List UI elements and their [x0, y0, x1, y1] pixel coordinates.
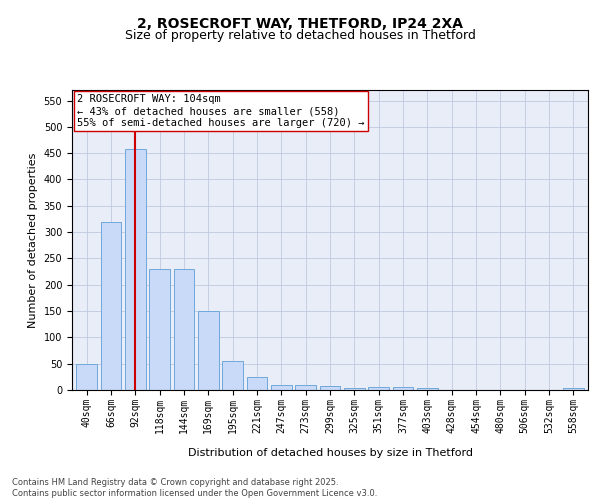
Bar	[198, 311, 218, 390]
Bar	[149, 269, 170, 390]
Bar	[125, 149, 146, 390]
Text: 2, ROSECROFT WAY, THETFORD, IP24 2XA: 2, ROSECROFT WAY, THETFORD, IP24 2XA	[137, 18, 463, 32]
Bar	[344, 388, 365, 390]
Bar	[76, 364, 97, 390]
Bar	[563, 388, 584, 390]
Text: Contains HM Land Registry data © Crown copyright and database right 2025.
Contai: Contains HM Land Registry data © Crown c…	[12, 478, 377, 498]
Y-axis label: Number of detached properties: Number of detached properties	[28, 152, 38, 328]
Bar	[271, 384, 292, 390]
Bar	[222, 361, 243, 390]
Bar	[368, 387, 389, 390]
Text: Distribution of detached houses by size in Thetford: Distribution of detached houses by size …	[187, 448, 473, 458]
Text: Size of property relative to detached houses in Thetford: Size of property relative to detached ho…	[125, 29, 475, 42]
Bar	[320, 386, 340, 390]
Bar	[101, 222, 121, 390]
Text: 2 ROSECROFT WAY: 104sqm
← 43% of detached houses are smaller (558)
55% of semi-d: 2 ROSECROFT WAY: 104sqm ← 43% of detache…	[77, 94, 365, 128]
Bar	[417, 388, 438, 390]
Bar	[247, 377, 268, 390]
Bar	[392, 387, 413, 390]
Bar	[295, 384, 316, 390]
Bar	[173, 269, 194, 390]
